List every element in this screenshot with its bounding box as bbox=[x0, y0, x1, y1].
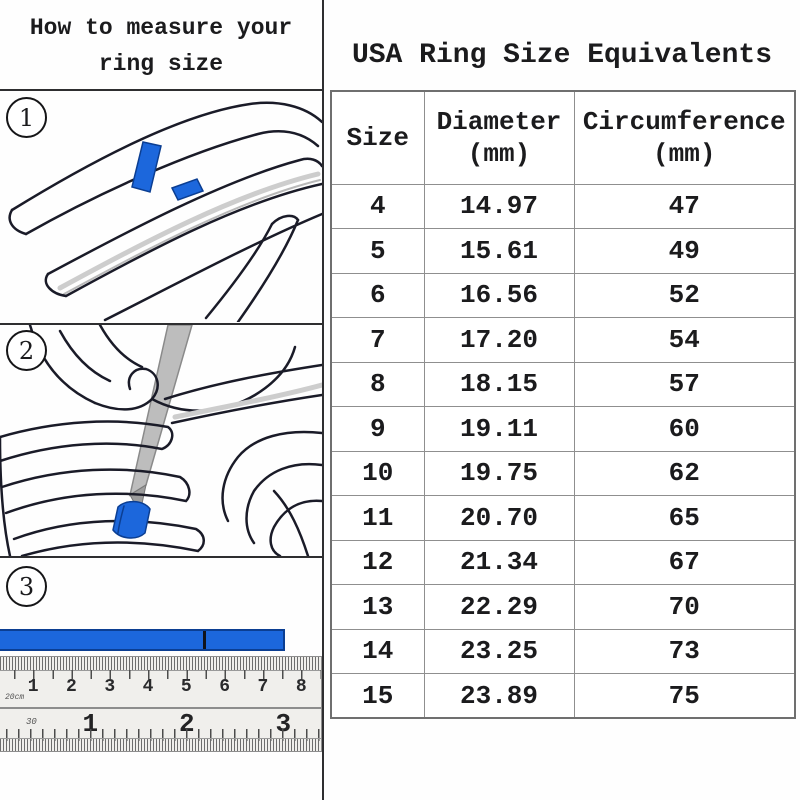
table-cell: 19.11 bbox=[423, 406, 575, 452]
hand-with-string-illustration bbox=[8, 101, 322, 322]
blue-string-strip bbox=[131, 141, 162, 193]
step-1-badge: 1 bbox=[6, 97, 47, 138]
panel-divider bbox=[322, 0, 324, 800]
table-cell: 4 bbox=[330, 183, 425, 229]
section-divider-3 bbox=[0, 556, 322, 558]
table-cell: 67 bbox=[573, 539, 796, 585]
table-row: 9 19.11 60 bbox=[330, 406, 796, 452]
step-1-number: 1 bbox=[18, 103, 35, 132]
right-panel-title: USA Ring Size Equivalents bbox=[351, 40, 773, 71]
ruler-cm-number: 3 bbox=[104, 677, 116, 697]
left-title-line2: ring size bbox=[98, 51, 224, 77]
col-header-circumference: Circumference (mm) bbox=[573, 90, 796, 185]
blue-string-tab bbox=[170, 178, 205, 201]
ruler-cm-number: 2 bbox=[66, 677, 77, 697]
table-cell: 47 bbox=[573, 183, 796, 229]
table-cell: 9 bbox=[330, 406, 425, 452]
table-cell: 70 bbox=[573, 584, 796, 630]
table-cell: 52 bbox=[573, 272, 796, 318]
table-cell: 15 bbox=[330, 673, 425, 719]
table-cell: 17.20 bbox=[423, 317, 575, 363]
table-row: 7 17.20 54 bbox=[330, 317, 796, 363]
table-cell: 10 bbox=[330, 450, 425, 496]
col-header-diameter: Diameter (mm) bbox=[423, 90, 575, 185]
ruler-mid-line bbox=[0, 707, 321, 709]
table-cell: 75 bbox=[573, 673, 796, 719]
ruler-cm-label: 20cm bbox=[5, 693, 25, 702]
step-2-number: 2 bbox=[18, 336, 35, 365]
ruler-cm-number: 1 bbox=[27, 677, 39, 697]
ruler-hatch-top bbox=[0, 657, 321, 671]
strip-pen-mark bbox=[203, 631, 206, 649]
table-row: 8 18.15 57 bbox=[330, 361, 796, 407]
table-cell: 23.89 bbox=[423, 673, 575, 719]
ruler-cm-number: 8 bbox=[295, 677, 307, 697]
table-cell: 15.61 bbox=[423, 228, 575, 274]
table-cell: 11 bbox=[330, 495, 425, 541]
table-cell: 23.25 bbox=[423, 628, 575, 674]
table-cell: 14.97 bbox=[423, 183, 575, 229]
ruler-cm-number: 5 bbox=[180, 677, 192, 697]
left-title-line1: How to measure your bbox=[29, 15, 293, 41]
table-cell: 7 bbox=[330, 317, 425, 363]
step-3-badge: 3 bbox=[6, 566, 47, 607]
table-header-row: Size Diameter (mm) Circumference (mm) bbox=[330, 90, 796, 185]
table-cell: 16.56 bbox=[423, 272, 575, 318]
col-header-size: Size bbox=[330, 90, 425, 185]
table-cell: 8 bbox=[330, 361, 425, 407]
ruler-inch-label: 30 bbox=[26, 717, 37, 727]
table-row: 13 22.29 70 bbox=[330, 584, 796, 630]
table-row: 14 23.25 73 bbox=[330, 628, 796, 674]
table-cell: 19.75 bbox=[423, 450, 575, 496]
section-divider-1 bbox=[0, 89, 322, 91]
table-cell: 13 bbox=[330, 584, 425, 630]
table-cell: 54 bbox=[573, 317, 796, 363]
table-row: 12 21.34 67 bbox=[330, 539, 796, 585]
table-cell: 65 bbox=[573, 495, 796, 541]
ruler-hatch-bottom bbox=[0, 738, 321, 751]
ruler-cm-number: 4 bbox=[142, 677, 154, 697]
ruler-cm-number: 6 bbox=[219, 677, 231, 697]
table-cell: 5 bbox=[330, 228, 425, 274]
ruler-cm-scale: 1 2 3 4 5 6 7 8 bbox=[14, 677, 320, 697]
left-panel-title: How to measure your ring size bbox=[0, 10, 322, 82]
table-cell: 18.15 bbox=[423, 361, 575, 407]
mark-string-with-pen-illustration bbox=[0, 325, 322, 556]
table-cell: 49 bbox=[573, 228, 796, 274]
table-cell: 73 bbox=[573, 628, 796, 674]
ruler-cm-ticks bbox=[14, 670, 321, 679]
blue-measure-strip bbox=[0, 629, 285, 651]
table-body: 4 14.97 47 5 15.61 49 6 16.56 52 7 17.20 54 8 18.15 57… bbox=[330, 183, 796, 719]
table-cell: 12 bbox=[330, 539, 425, 585]
table-cell: 20.70 bbox=[423, 495, 575, 541]
table-row: 15 23.89 75 bbox=[330, 673, 796, 719]
table-cell: 14 bbox=[330, 628, 425, 674]
table-row: 10 19.75 62 bbox=[330, 450, 796, 496]
table-row: 11 20.70 65 bbox=[330, 495, 796, 541]
ruler-illustration: 1 2 3 4 5 6 7 8 20cm 1 2 3 30 bbox=[0, 656, 322, 752]
table-cell: 22.29 bbox=[423, 584, 575, 630]
table-cell: 6 bbox=[330, 272, 425, 318]
section-divider-2 bbox=[0, 323, 322, 325]
table-row: 5 15.61 49 bbox=[330, 228, 796, 274]
table-cell: 60 bbox=[573, 406, 796, 452]
table-row: 6 16.56 52 bbox=[330, 272, 796, 318]
table-row: 4 14.97 47 bbox=[330, 183, 796, 229]
table-cell: 57 bbox=[573, 361, 796, 407]
step-2-badge: 2 bbox=[6, 330, 47, 371]
table-cell: 62 bbox=[573, 450, 796, 496]
step-3-number: 3 bbox=[18, 572, 35, 601]
table-cell: 21.34 bbox=[423, 539, 575, 585]
ruler-cm-number: 7 bbox=[257, 677, 269, 697]
